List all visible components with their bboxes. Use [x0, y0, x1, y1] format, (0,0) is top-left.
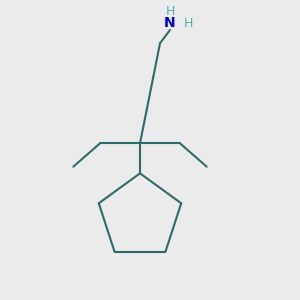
Text: N: N: [164, 16, 176, 30]
Text: H: H: [184, 17, 193, 30]
Text: H: H: [165, 5, 175, 18]
